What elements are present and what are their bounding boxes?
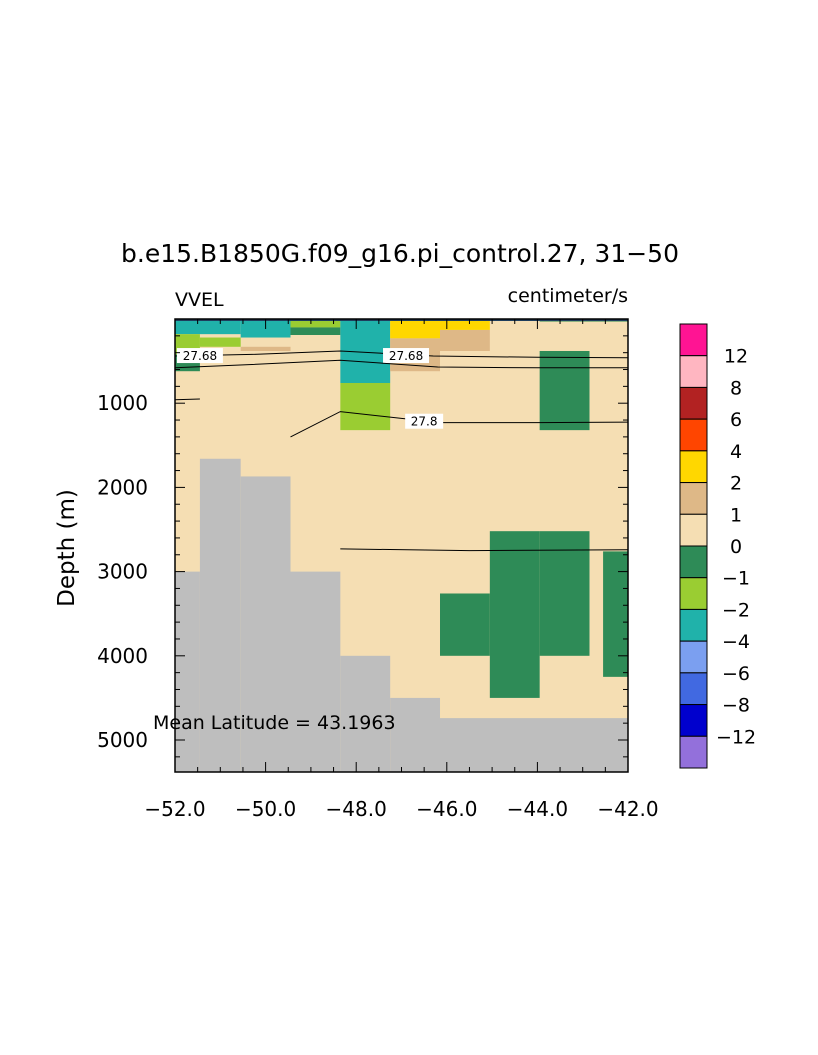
x-tick-label: −48.0 — [326, 797, 387, 821]
y-tick-label: 3000 — [97, 560, 148, 584]
velocity-cell — [539, 531, 590, 656]
velocity-cell — [199, 337, 241, 347]
velocity-cell — [440, 319, 490, 330]
mean-latitude-annotation: Mean Latitude = 43.1963 — [153, 712, 396, 734]
land-mask — [390, 697, 441, 772]
colorbar-label: 4 — [730, 441, 742, 463]
y-tick-label: 4000 — [97, 644, 148, 668]
contour-label: 27.68 — [183, 349, 217, 363]
density-contour — [174, 359, 628, 369]
contour-label-box — [176, 348, 223, 364]
units-label: centimeter/s — [508, 285, 628, 307]
colorbar-label: 12 — [724, 346, 748, 368]
colorbar-swatch — [679, 355, 708, 388]
colorbar-swatch — [679, 545, 708, 579]
contour-label: 27.8 — [411, 415, 438, 429]
colorbar-swatch — [679, 735, 708, 769]
density-contour — [174, 398, 200, 401]
velocity-cell — [240, 346, 291, 351]
colorbar-label: 6 — [730, 409, 742, 431]
variable-label: VVEL — [175, 289, 224, 311]
colorbar-swatch — [679, 672, 708, 706]
y-tick-label: 5000 — [97, 728, 148, 752]
land-mask — [290, 571, 341, 772]
land-mask — [340, 655, 391, 772]
colorbar-label: 2 — [730, 473, 742, 495]
x-tick-label: −52.0 — [144, 797, 205, 821]
land-mask — [175, 571, 200, 772]
x-tick-label: −42.0 — [597, 797, 658, 821]
velocity-cell — [489, 531, 540, 698]
contour-label-box — [405, 413, 444, 429]
plot-area: 27.68 27.68 27.8 — [174, 318, 629, 773]
y-axis: 1000 2000 3000 4000 5000 — [97, 318, 628, 758]
y-axis-label: Depth (m) — [54, 489, 80, 607]
x-axis: −52.0 −50.0 −48.0 −46.0 −44.0 −42.0 — [144, 319, 659, 821]
velocity-cell — [539, 350, 590, 431]
velocity-cell — [175, 319, 241, 335]
colorbar-swatch — [679, 450, 708, 484]
colorbar-swatch — [679, 386, 708, 420]
density-contour — [340, 548, 629, 552]
colorbar-swatch — [679, 418, 708, 452]
colorbar-label: −4 — [722, 631, 750, 653]
colorbar-label: −8 — [722, 695, 750, 717]
colorbar-swatch — [679, 577, 708, 610]
colorbar-swatch — [679, 482, 708, 515]
colorbar-swatch — [679, 513, 708, 547]
x-tick-label: −46.0 — [416, 797, 477, 821]
velocity-cell — [603, 551, 628, 677]
contour-label-box — [383, 348, 430, 364]
velocity-cell — [440, 329, 490, 351]
colorbar-swatch — [679, 640, 708, 674]
chart-title: b.e15.B1850G.f09_g16.pi_control.27, 31−5… — [121, 239, 679, 268]
velocity-cell — [290, 327, 341, 335]
colorbar: 12 8 6 4 2 1 0 −1 −2 −4 −6 −8 −12 — [679, 323, 756, 769]
colorbar-swatch — [679, 323, 708, 357]
x-tick-label: −44.0 — [507, 797, 568, 821]
x-tick-label: −50.0 — [235, 797, 296, 821]
colorbar-label: −1 — [722, 568, 750, 590]
contour-label: 27.68 — [389, 349, 423, 363]
colorbar-label: −2 — [722, 599, 750, 621]
land-mask — [240, 476, 291, 772]
y-tick-label: 2000 — [97, 475, 148, 499]
land-mask — [440, 718, 628, 772]
colorbar-label: 1 — [730, 504, 742, 526]
land-mask — [199, 458, 241, 772]
y-tick-label: 1000 — [97, 391, 148, 415]
velocity-cell — [390, 319, 441, 339]
colorbar-label: −6 — [722, 663, 750, 685]
colorbar-label: 8 — [730, 377, 742, 399]
colorbar-swatch — [679, 608, 708, 642]
velocity-cell — [290, 319, 341, 328]
velocity-cell — [440, 593, 490, 656]
velocity-cell — [340, 382, 391, 431]
colorbar-label: −12 — [716, 726, 756, 748]
colorbar-label: 0 — [730, 536, 742, 558]
colorbar-swatch — [679, 704, 708, 737]
